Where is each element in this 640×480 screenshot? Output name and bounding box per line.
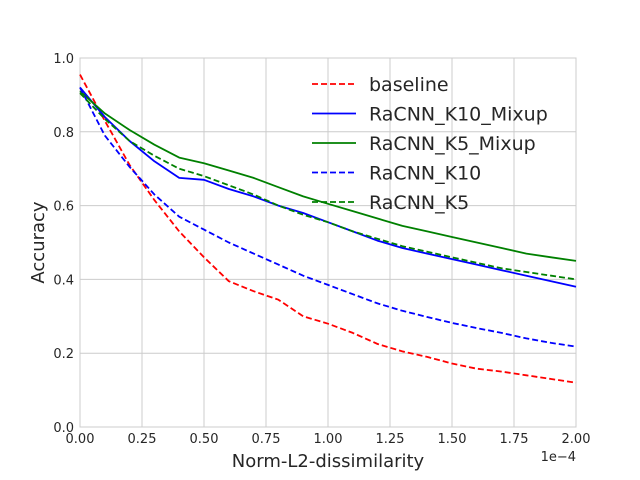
legend-label: RaCNN_K10 <box>369 163 481 185</box>
x-tick-label: 1.75 <box>500 432 529 447</box>
series-line-racnn-k5 <box>79 92 577 281</box>
x-tick-label: 0.25 <box>128 432 157 447</box>
series-layer <box>79 74 577 384</box>
y-tick-label: 0.0 <box>53 421 74 436</box>
grid <box>79 57 577 428</box>
legend-label: baseline <box>369 74 449 96</box>
tick-labels: 0.00 0.25 0.50 0.75 1.00 1.25 1.50 1.75 2.00 0.0 0… <box>53 52 590 447</box>
legend: baseline RaCNN_K10_Mixup RaCNN_K5_Mixup RaC… <box>312 74 548 214</box>
x-tick-label: 1.25 <box>376 432 405 447</box>
x-axis-label: Norm-L2-dissimilarity <box>232 451 425 472</box>
y-tick-label: 0.6 <box>53 200 74 215</box>
legend-label: RaCNN_K10_Mixup <box>369 104 548 126</box>
x-offset-label: 1e−4 <box>541 450 576 465</box>
x-tick-label: 2.00 <box>562 432 591 447</box>
x-tick-label: 1.00 <box>314 432 343 447</box>
legend-label: RaCNN_K5 <box>369 192 469 214</box>
plot-frame <box>79 57 577 428</box>
y-axis-label: Accuracy <box>28 201 49 284</box>
x-tick-label: 1.50 <box>438 432 467 447</box>
legend-label: RaCNN_K5_Mixup <box>369 133 536 155</box>
y-tick-label: 1.0 <box>53 52 74 67</box>
y-tick-label: 0.8 <box>53 126 74 141</box>
x-tick-label: 0.75 <box>252 432 281 447</box>
x-tick-label: 0.00 <box>66 432 95 447</box>
y-tick-label: 0.2 <box>53 347 74 362</box>
series-line-racnn-k5-mixup <box>79 90 577 262</box>
series-line-baseline <box>79 74 577 384</box>
x-tick-label: 0.50 <box>190 432 219 447</box>
y-tick-label: 0.4 <box>53 273 74 288</box>
series-line-racnn-k10 <box>79 87 577 348</box>
